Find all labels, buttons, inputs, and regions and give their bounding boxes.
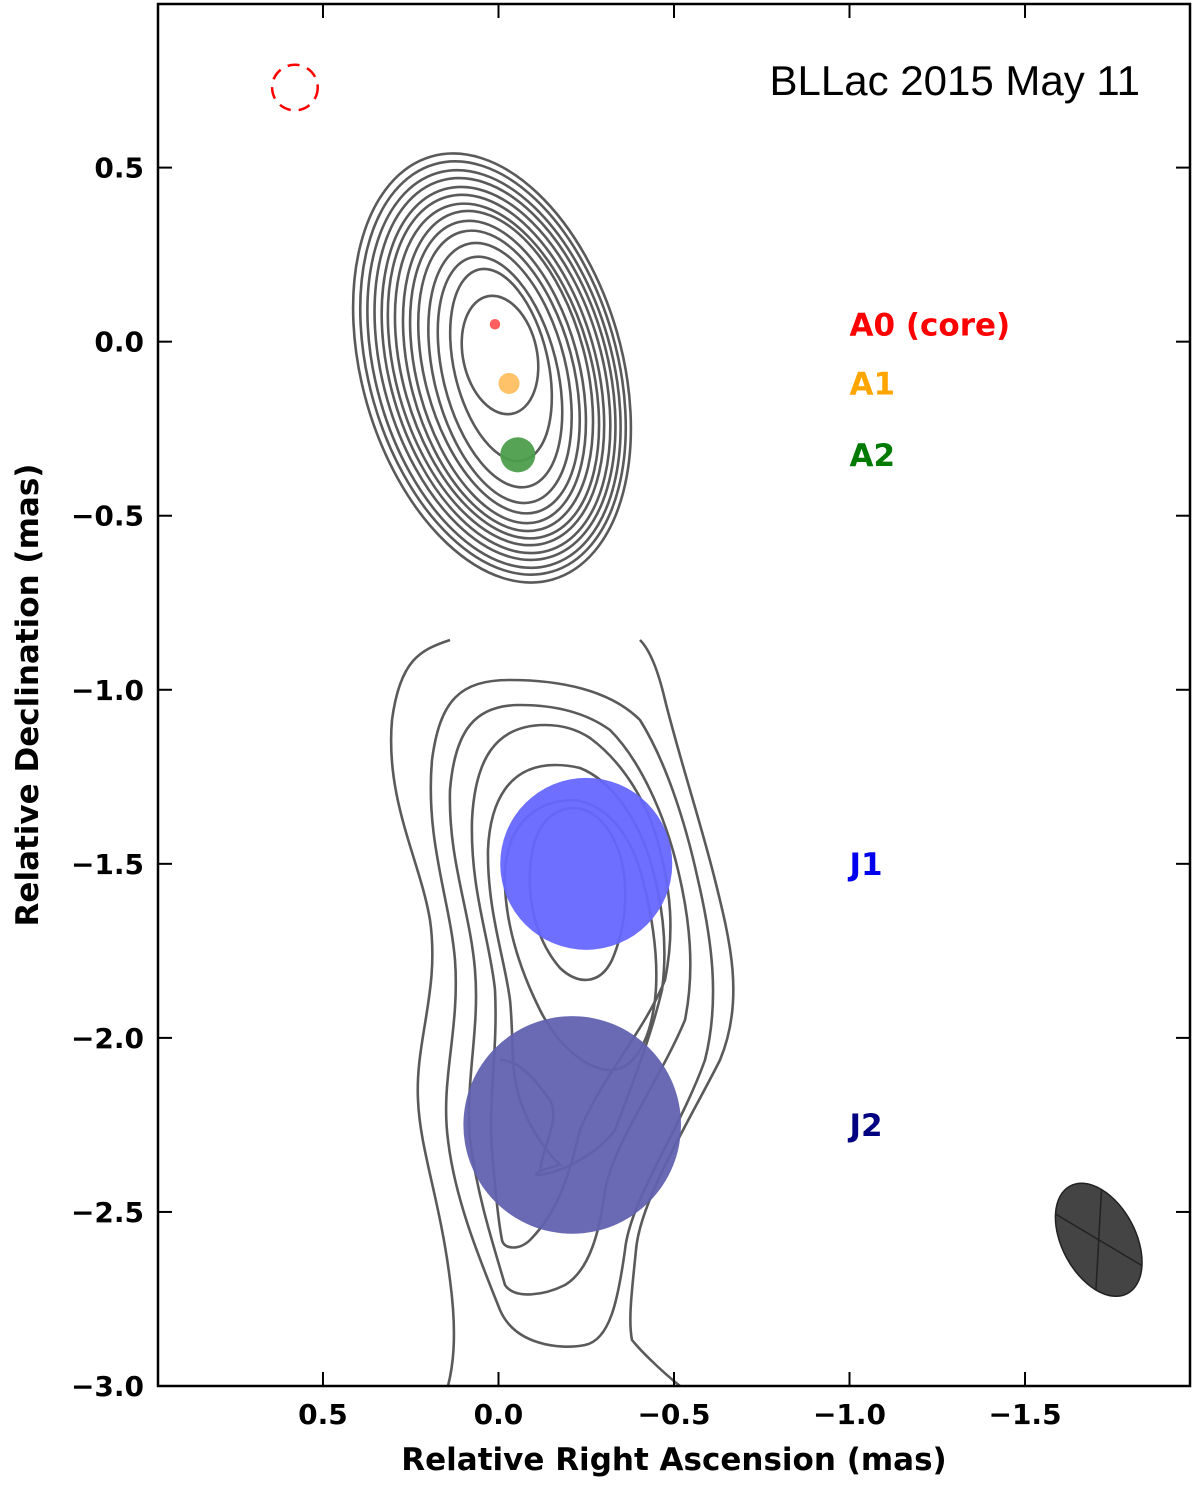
component-label-a2: A2: [850, 438, 896, 474]
component-markers: [463, 318, 682, 1234]
x-tick-label: −0.5: [637, 1398, 710, 1431]
y-axis-ticks: 0.5 0.0 −0.5 −1.0 −1.5 −2.0 −2.5 −3.0: [71, 152, 1190, 1403]
contour-line: [448, 703, 692, 1296]
x-tick-label: 0.5: [298, 1398, 348, 1431]
component-label-j1: J1: [848, 847, 883, 883]
beam-cross-line: [1095, 1189, 1103, 1291]
contour-line: [427, 241, 573, 505]
chart-title: BLLac 2015 May 11: [770, 57, 1140, 104]
core-dashed-marker: [270, 63, 319, 112]
component-label-a1: A1: [850, 366, 896, 402]
component-j2: [463, 1016, 682, 1234]
x-tick-label: −1.0: [813, 1398, 886, 1431]
component-label-j2: J2: [848, 1108, 883, 1144]
component-a2: [500, 437, 536, 473]
component-label-a0: A0 (core): [850, 307, 1011, 343]
contour-line: [386, 193, 606, 547]
component-a1: [498, 372, 520, 394]
contour-line: [436, 255, 564, 489]
y-tick-label: −3.0: [71, 1370, 144, 1403]
contour-line: [351, 152, 633, 584]
y-axis-label: Relative Declination (mas): [10, 464, 46, 927]
x-axis-label: Relative Right Ascension (mas): [401, 1442, 946, 1478]
contour-line: [401, 209, 595, 533]
y-tick-label: 0.0: [94, 326, 144, 359]
contour-line: [460, 294, 540, 416]
component-labels: A0 (core) A1 A2 J1 J2: [848, 307, 1011, 1144]
x-axis-ticks: 0.5 0.0 −0.5 −1.0 −1.5: [298, 4, 1062, 1431]
y-tick-label: −2.5: [71, 1196, 144, 1229]
core-marker-layer: [270, 63, 319, 112]
beam-ellipse: [1054, 1182, 1143, 1298]
x-tick-label: 0.0: [474, 1398, 524, 1431]
contour-line: [389, 638, 456, 1387]
contour-line: [629, 639, 735, 1388]
y-tick-label: 0.5: [94, 152, 144, 185]
beam-layer: [1054, 1182, 1143, 1298]
contour-line: [380, 185, 612, 555]
x-tick-label: −1.5: [988, 1398, 1061, 1431]
y-tick-label: −2.0: [71, 1022, 144, 1055]
contour-line: [358, 160, 628, 576]
component-a0: [489, 318, 501, 330]
contour-line: [429, 678, 715, 1348]
y-tick-label: −1.5: [71, 848, 144, 881]
contour-line: [366, 168, 622, 570]
contour-line: [408, 219, 588, 525]
component-j1: [500, 777, 673, 950]
plot-frame: [156, 2, 1192, 1388]
contour-line: [393, 202, 601, 540]
contour-line: [373, 176, 617, 562]
y-tick-label: −1.0: [71, 674, 144, 707]
y-tick-label: −0.5: [71, 500, 144, 533]
contour-line: [416, 229, 582, 515]
